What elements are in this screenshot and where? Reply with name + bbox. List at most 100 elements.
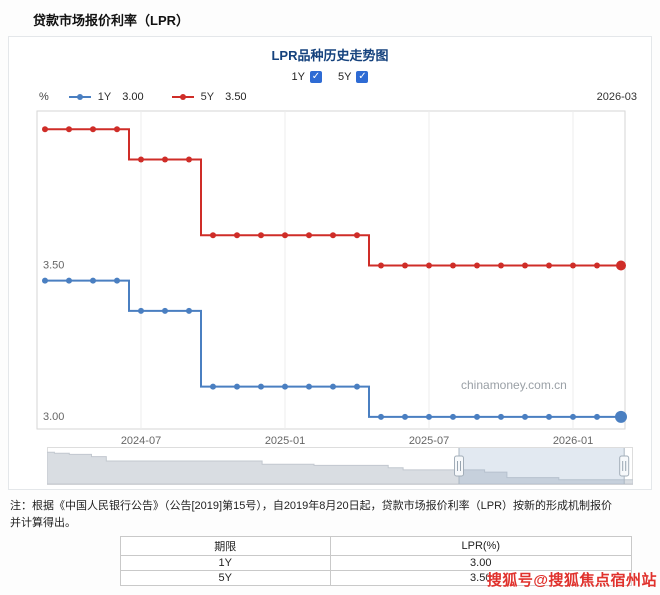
current-date-label: 2026-03 bbox=[596, 91, 637, 103]
data-point bbox=[594, 413, 600, 420]
series-toggle-1Y[interactable]: 1Y ✓ bbox=[292, 71, 322, 83]
data-point bbox=[426, 262, 432, 269]
legend-line-icon bbox=[68, 94, 91, 100]
data-point bbox=[42, 277, 48, 284]
series-line-1Y[interactable] bbox=[45, 279, 621, 418]
checkbox-checked-icon[interactable]: ✓ bbox=[310, 71, 322, 83]
data-point bbox=[306, 232, 312, 239]
legend-series-name: 1Y bbox=[97, 91, 112, 103]
x-axis-label: 2025-07 bbox=[409, 435, 449, 447]
data-point bbox=[330, 232, 336, 239]
data-point bbox=[570, 413, 576, 420]
chart-plot-area[interactable] bbox=[36, 110, 626, 430]
data-point bbox=[282, 383, 288, 390]
datazoom-left-handle[interactable] bbox=[454, 448, 464, 484]
data-point bbox=[354, 383, 360, 390]
table-row: 1Y 3.00 bbox=[120, 555, 632, 571]
data-point bbox=[330, 383, 336, 390]
data-point bbox=[210, 232, 216, 239]
data-point bbox=[282, 232, 288, 239]
series-toggle-row: 1Y ✓ 5Y ✓ bbox=[9, 71, 651, 83]
data-point bbox=[162, 307, 168, 314]
data-point bbox=[258, 232, 264, 239]
data-point bbox=[42, 126, 48, 133]
legend-series-name: 5Y bbox=[200, 91, 215, 103]
data-point bbox=[234, 383, 240, 390]
legend-item-1Y[interactable]: 1Y 3.00 bbox=[68, 91, 144, 103]
chart-title: LPR品种历史走势图 bbox=[271, 48, 389, 63]
data-point bbox=[522, 262, 528, 269]
legend-items: 1Y 3.00 5Y 3.50 bbox=[68, 91, 247, 103]
x-axis-label: 2025-01 bbox=[265, 435, 305, 447]
lpr-summary-table: 期限 LPR(%) 1Y 3.00 5Y 3.50 bbox=[120, 536, 632, 586]
data-point bbox=[186, 156, 192, 163]
series-toggle-5Y[interactable]: 5Y ✓ bbox=[338, 71, 369, 83]
table-cell: 1Y bbox=[120, 555, 331, 571]
data-point bbox=[162, 156, 168, 163]
data-point bbox=[90, 277, 96, 284]
series-endpoint-5Y bbox=[616, 260, 626, 271]
legend-series-value: 3.50 bbox=[225, 91, 247, 103]
data-point bbox=[450, 413, 456, 420]
data-point bbox=[186, 307, 192, 314]
checkbox-checked-icon[interactable]: ✓ bbox=[356, 71, 369, 83]
data-point bbox=[498, 413, 504, 420]
data-point bbox=[306, 383, 312, 390]
sohu-watermark: 搜狐号@搜狐焦点宿州站 bbox=[486, 572, 657, 589]
datazoom-selected-window[interactable] bbox=[459, 448, 625, 484]
table-header-cell: 期限 bbox=[120, 536, 331, 556]
legend-item-5Y[interactable]: 5Y 3.50 bbox=[171, 91, 247, 103]
y-axis-unit-label: % bbox=[39, 91, 49, 103]
footnote-line-1: 注：根据《中国人民银行公告》（公告[2019]第15号），自2019年8月20日… bbox=[10, 500, 613, 512]
series-endpoint-1Y bbox=[615, 410, 627, 423]
data-point bbox=[426, 413, 432, 420]
legend-series-value: 3.00 bbox=[122, 91, 144, 103]
datazoom-slider[interactable] bbox=[47, 447, 633, 485]
data-point bbox=[258, 383, 264, 390]
page-title: 贷款市场报价利率（LPR） bbox=[33, 13, 190, 28]
legend-row: % 1Y 3.00 5Y 3.50 2026-03 bbox=[9, 91, 651, 103]
data-point bbox=[114, 126, 120, 133]
data-point bbox=[402, 413, 408, 420]
datazoom-data-shadow bbox=[47, 451, 633, 485]
datazoom-right-handle[interactable] bbox=[619, 448, 630, 484]
data-point bbox=[138, 307, 144, 314]
series-toggle-label: 1Y bbox=[291, 71, 305, 83]
table-header-cell: LPR(%) bbox=[329, 536, 632, 556]
data-point bbox=[378, 262, 384, 269]
legend-line-icon bbox=[171, 94, 194, 100]
data-point bbox=[594, 262, 600, 269]
table-row: 5Y 3.50 bbox=[120, 570, 632, 586]
lpr-line-chart[interactable]: 2024-07 2025-01 2025-07 2026-01 3.50 3.00 chin… bbox=[9, 103, 651, 447]
table-header-row: 期限 LPR(%) bbox=[120, 536, 632, 556]
x-axis-label: 2026-01 bbox=[553, 435, 593, 447]
data-point bbox=[474, 262, 480, 269]
data-point bbox=[498, 262, 504, 269]
data-point bbox=[570, 262, 576, 269]
data-point bbox=[66, 277, 72, 284]
data-point bbox=[114, 277, 120, 284]
data-point bbox=[234, 232, 240, 239]
data-point bbox=[210, 383, 216, 390]
data-point bbox=[474, 413, 480, 420]
data-point bbox=[90, 126, 96, 133]
data-point bbox=[138, 156, 144, 163]
data-point bbox=[546, 262, 552, 269]
footnote-line-2: 并计算得出。 bbox=[10, 516, 76, 529]
data-point bbox=[546, 413, 552, 420]
data-point bbox=[66, 126, 72, 133]
data-point bbox=[378, 413, 384, 420]
series-line-5Y[interactable] bbox=[45, 128, 621, 267]
series-toggle-label: 5Y bbox=[338, 71, 352, 83]
y-axis-label: 3.50 bbox=[43, 260, 64, 272]
chinamoney-watermark: chinamoney.com.cn bbox=[461, 378, 567, 392]
x-axis-label: 2024-07 bbox=[121, 435, 161, 447]
data-point bbox=[450, 262, 456, 269]
data-point bbox=[354, 232, 360, 239]
table-cell: 5Y bbox=[120, 570, 331, 586]
data-point bbox=[522, 413, 528, 420]
footnote: 注：根据《中国人民银行公告》（公告[2019]第15号），自2019年8月20日… bbox=[10, 498, 650, 531]
lpr-chart-card: LPR品种历史走势图 1Y ✓ 5Y ✓ % 1Y 3.00 5Y 3.50 2026-03… bbox=[8, 36, 652, 490]
y-axis-label: 3.00 bbox=[43, 411, 64, 423]
data-point bbox=[402, 262, 408, 269]
